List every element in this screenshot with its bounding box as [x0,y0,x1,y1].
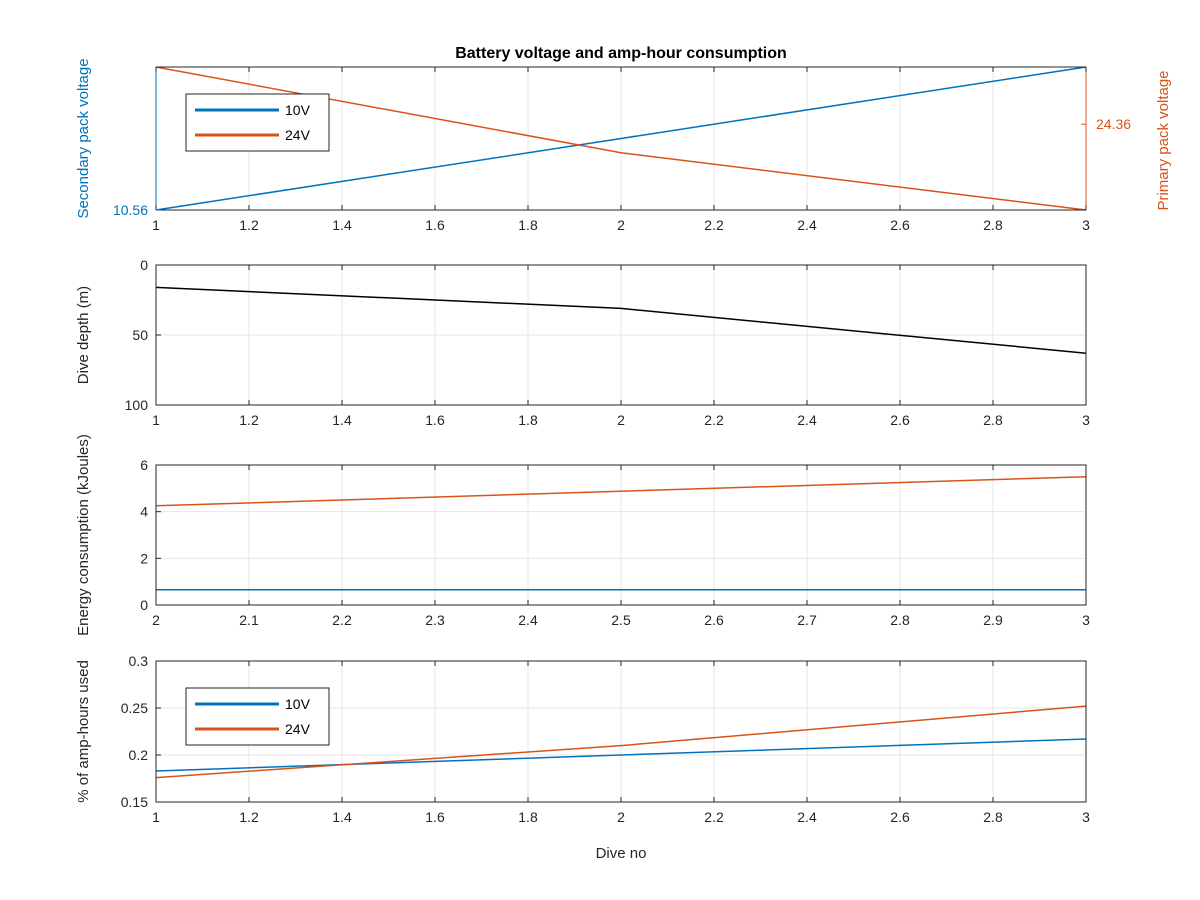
x-tick-label: 2.1 [239,612,259,628]
x-tick-label: 1.2 [239,809,259,825]
x-tick-label: 1.8 [518,217,538,233]
x-tick-label: 2.6 [890,217,910,233]
x-tick-label: 2.7 [797,612,817,628]
x-tick-label: 2 [617,412,625,428]
x-tick-label: 2.9 [983,612,1003,628]
x-tick-label: 2.6 [890,412,910,428]
x-tick-label: 2.2 [704,412,724,428]
legend: 10V 24V [185,687,330,746]
y-tick-label: 0.25 [121,700,148,716]
x-tick-label: 2.4 [797,809,817,825]
x-tick-label: 1 [152,217,160,233]
legend: 10V 24V [185,93,330,152]
x-tick-label: 1.4 [332,412,352,428]
x-tick-label: 1.6 [425,809,445,825]
x-tick-label: 2.2 [332,612,352,628]
x-tick-label: 2.4 [797,217,817,233]
y-axis-label: % of amp-hours used [75,660,92,803]
x-tick-label: 2.2 [704,809,724,825]
x-tick-label: 2.8 [983,809,1003,825]
x-tick-label: 2.5 [611,612,631,628]
x-tick-label: 2.8 [983,217,1003,233]
y-tick-label: 2 [140,550,148,566]
panel-energy: 2 2.1 2.2 2.3 2.4 2.5 2.6 2.7 2.8 2.9 30246Energy … [75,434,1090,636]
y-tick-label: 0.2 [129,747,149,763]
x-tick-label: 3 [1082,809,1090,825]
y-axis-label: Dive depth (m) [75,286,92,384]
legend-box [185,93,330,152]
y-tick-label: 0.15 [121,794,148,810]
legend-label: 24V [285,721,311,737]
y-axis-label: Energy consumption (kJoules) [75,434,92,636]
legend-label: 10V [285,696,311,712]
x-tick-label: 2 [617,809,625,825]
legend-label: 24V [285,127,311,143]
panel-voltage: 1 1.2 1.4 1.6 1.8 2 2.2 2.4 2.6 2.8 3 10.56 24.36 Sec… [75,58,1172,233]
x-tick-label: 2 [617,217,625,233]
x-tick-label: 1.6 [425,412,445,428]
x-tick-label: 2.4 [518,612,538,628]
x-tick-label: 2 [152,612,160,628]
x-tick-label: 2.4 [797,412,817,428]
x-tick-label: 3 [1082,612,1090,628]
y-tick-label: 6 [140,457,148,473]
panel-amphours: 1 1.2 1.4 1.6 1.8 2 2.2 2.4 2.6 2.8 3 0.15 0.2 0.25 0.… [75,653,1090,862]
panel-depth: 1 1.2 1.4 1.6 1.8 2 2.2 2.4 2.6 2.8 3 0 50 100 Dive de… [75,257,1090,428]
y-tick-label: 0.3 [129,653,149,669]
x-tick-label: 2.6 [890,809,910,825]
x-tick-label: 1.6 [425,217,445,233]
x-tick-label: 1.4 [332,809,352,825]
x-tick-label: 3 [1082,217,1090,233]
x-tick-label: 1 [152,809,160,825]
x-tick-label: 2.8 [890,612,910,628]
figure-title: Battery voltage and amp-hour consumption [455,45,787,62]
y-axis-label-right: Primary pack voltage [1155,70,1172,210]
legend-label: 10V [285,102,311,118]
x-tick-label: 1 [152,412,160,428]
y-tick-label: 10.56 [113,202,148,218]
y-tick-label: 4 [140,504,148,520]
x-tick-label: 1.4 [332,217,352,233]
legend-box [185,687,330,746]
y-tick-label-right: 24.36 [1096,116,1131,132]
x-axis-label: Dive no [596,845,647,862]
series-line-energy-1 [155,475,1087,507]
x-tick-label: 3 [1082,412,1090,428]
series-line-10v [155,66,1087,211]
series-line-24v [155,705,1087,779]
x-tick-label: 1.8 [518,809,538,825]
y-tick-label: 100 [125,397,149,413]
x-tick-label: 2.3 [425,612,445,628]
series-line-depth-0 [155,286,1087,354]
series-line-10v [155,738,1087,772]
y-tick-label: 50 [132,327,148,343]
x-tick-label: 1.2 [239,412,259,428]
x-tick-label: 1.2 [239,217,259,233]
x-tick-label: 2.6 [704,612,724,628]
y-tick-label: 0 [140,597,148,613]
x-tick-label: 2.2 [704,217,724,233]
x-tick-label: 2.8 [983,412,1003,428]
x-tick-label: 1.8 [518,412,538,428]
y-axis-label: Secondary pack voltage [75,58,92,218]
y-tick-label: 0 [140,257,148,273]
